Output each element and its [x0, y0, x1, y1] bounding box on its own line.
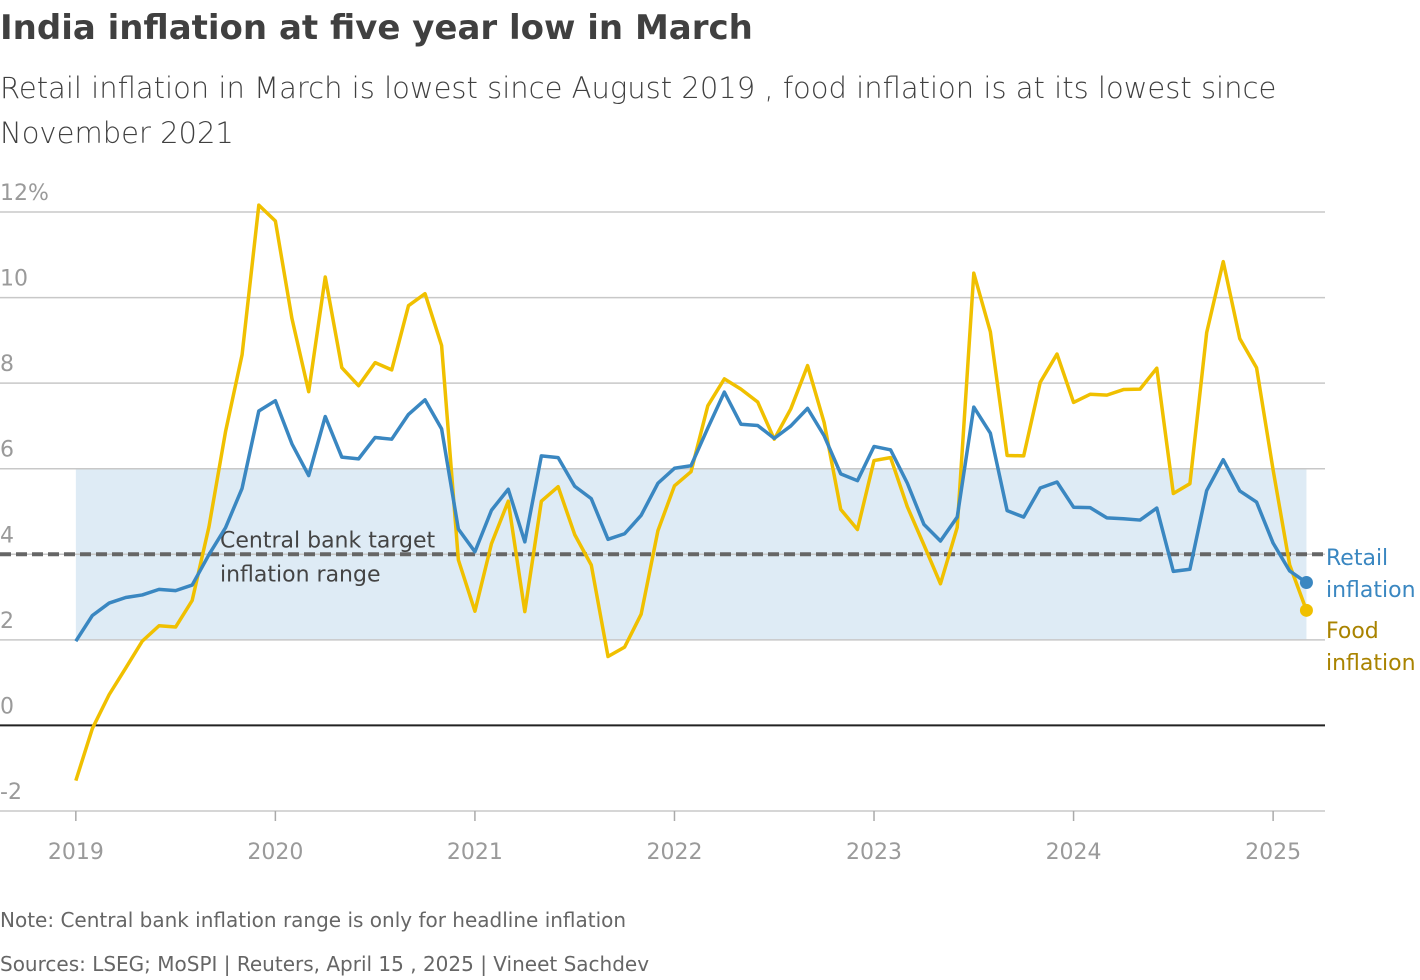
x-tick-label: 2020: [247, 840, 303, 865]
end-point: [1299, 603, 1313, 617]
source: Sources: LSEG; MoSPI | Reuters, April 15…: [0, 952, 650, 976]
legend-label: Retail inflation: [1326, 545, 1416, 603]
series-line: [74, 203, 1309, 782]
series-line: [74, 390, 1308, 643]
annotation: Central bank target: [220, 528, 435, 553]
x-tick-label: 2019: [48, 840, 104, 865]
chart-title: India inflation at five year low in Marc…: [0, 8, 753, 48]
x-tick-label: 2022: [646, 840, 702, 865]
note: Note: Central bank inflation range is on…: [0, 908, 627, 932]
chart: -2 0 2 4 6 8 10 12% 2019 2020 2021 2022 2023 2024 2025…: [0, 181, 1325, 865]
end-point: [1299, 576, 1313, 590]
x-tick-label: 2024: [1046, 840, 1102, 865]
y-tick-label: 2: [0, 609, 14, 634]
x-tick-label: 2021: [447, 840, 503, 865]
x-tick-label: 2023: [846, 840, 902, 865]
y-tick-label: -2: [0, 780, 22, 805]
y-tick-label: 12%: [0, 181, 49, 206]
y-tick-label: 0: [0, 694, 14, 719]
legend-label: Food inflation: [1326, 619, 1416, 677]
y-tick-label: 6: [0, 438, 14, 463]
y-tick-label: 10: [0, 267, 28, 292]
annotation: inflation range: [220, 562, 381, 587]
x-tick-label: 2025: [1245, 840, 1301, 865]
chart-subtitle: Retail inflation in March is lowest sinc…: [0, 71, 1277, 150]
y-tick-label: 4: [0, 523, 14, 548]
y-tick-label: 8: [0, 352, 14, 377]
